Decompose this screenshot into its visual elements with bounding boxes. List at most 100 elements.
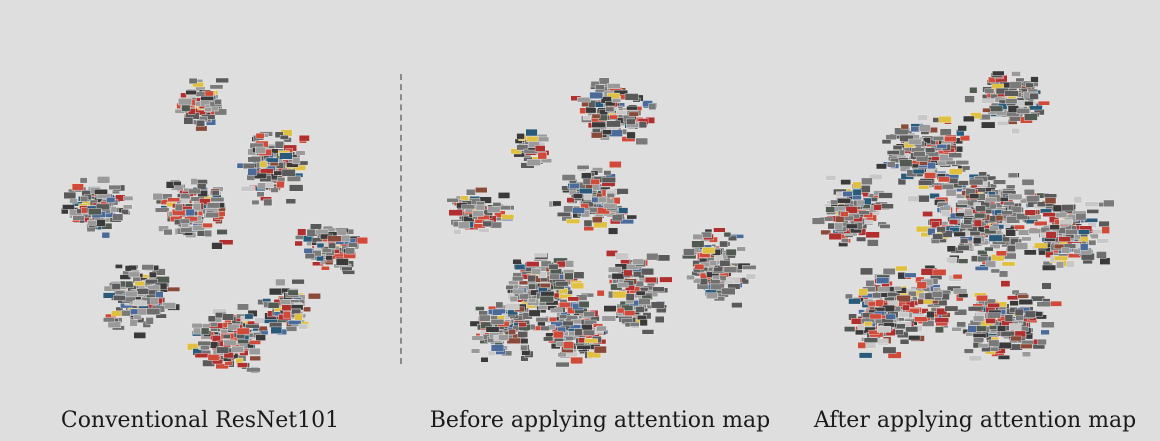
image-thumbnail — [887, 161, 896, 168]
image-thumbnail — [1041, 282, 1052, 290]
image-thumbnail — [590, 178, 600, 186]
image-thumbnail — [471, 348, 481, 354]
image-thumbnail — [71, 183, 84, 191]
image-thumbnail — [1061, 204, 1074, 212]
image-thumbnail — [216, 346, 230, 354]
image-thumbnail — [577, 96, 592, 103]
image-thumbnail — [964, 209, 973, 216]
image-thumbnail — [624, 93, 639, 101]
image-thumbnail — [163, 228, 173, 236]
image-thumbnail — [992, 70, 1005, 76]
image-thumbnail — [961, 165, 971, 171]
image-thumbnail — [263, 198, 273, 206]
image-thumbnail — [615, 252, 629, 260]
image-thumbnail — [922, 137, 931, 144]
image-thumbnail — [1036, 301, 1052, 308]
image-thumbnail — [608, 266, 623, 273]
image-thumbnail — [303, 247, 314, 254]
image-thumbnail — [570, 356, 583, 365]
image-thumbnail — [969, 193, 980, 199]
caption-after-attention: After applying attention map — [813, 408, 1137, 433]
image-thumbnail — [581, 210, 590, 218]
image-thumbnail — [514, 264, 526, 270]
image-thumbnail — [295, 150, 306, 156]
image-thumbnail — [512, 288, 525, 295]
image-thumbnail — [304, 253, 316, 259]
image-thumbnail — [745, 273, 756, 280]
image-thumbnail — [1008, 193, 1023, 201]
image-thumbnail — [196, 183, 207, 190]
image-thumbnail — [968, 355, 983, 362]
image-thumbnail — [294, 240, 303, 247]
image-thumbnail — [1075, 212, 1087, 221]
image-thumbnail — [207, 315, 217, 322]
image-thumbnail — [270, 186, 279, 193]
image-thumbnail — [260, 168, 274, 174]
image-thumbnail — [475, 306, 485, 311]
image-thumbnail — [922, 211, 933, 217]
image-thumbnail — [453, 229, 462, 235]
image-thumbnail — [249, 340, 261, 345]
image-thumbnail — [959, 135, 971, 142]
image-thumbnail — [188, 77, 198, 84]
image-thumbnail — [356, 236, 369, 245]
image-thumbnail — [1055, 212, 1068, 218]
image-thumbnail — [635, 306, 645, 313]
image-thumbnail — [957, 180, 969, 186]
image-thumbnail — [298, 134, 310, 142]
thumbnail-cluster — [964, 70, 1050, 134]
image-thumbnail — [520, 355, 529, 362]
image-thumbnail — [210, 341, 219, 349]
image-thumbnail — [200, 96, 214, 101]
image-thumbnail — [699, 278, 708, 286]
image-thumbnail — [458, 221, 470, 229]
image-thumbnail — [901, 304, 910, 311]
image-thumbnail — [582, 115, 592, 121]
image-thumbnail — [466, 188, 476, 196]
image-thumbnail — [948, 219, 959, 225]
image-thumbnail — [638, 298, 651, 305]
image-thumbnail — [188, 188, 201, 195]
image-thumbnail — [601, 176, 616, 183]
thumbnail-cluster — [236, 129, 310, 206]
thumbnail-cluster — [682, 227, 757, 309]
image-thumbnail — [180, 227, 193, 233]
image-thumbnail — [1025, 82, 1034, 88]
image-thumbnail — [79, 195, 89, 203]
image-thumbnail — [641, 329, 655, 335]
image-thumbnail — [863, 197, 872, 205]
panel-after-attention: After applying attention map — [790, 0, 1160, 441]
image-thumbnail — [877, 286, 890, 293]
image-thumbnail — [553, 330, 564, 339]
image-thumbnail — [540, 291, 555, 297]
image-thumbnail — [240, 185, 255, 192]
image-thumbnail — [1096, 238, 1109, 244]
image-thumbnail — [1056, 261, 1064, 269]
image-thumbnail — [1084, 218, 1098, 223]
image-thumbnail — [154, 207, 170, 213]
image-thumbnail — [231, 346, 244, 353]
image-thumbnail — [900, 123, 910, 130]
image-thumbnail — [581, 324, 593, 331]
image-thumbnail — [558, 301, 571, 308]
image-thumbnail — [858, 352, 873, 359]
image-thumbnail — [907, 195, 919, 202]
image-thumbnail — [638, 121, 647, 129]
image-thumbnail — [275, 278, 286, 287]
image-thumbnail — [1004, 98, 1018, 104]
image-thumbnail — [626, 131, 636, 139]
image-thumbnail — [974, 266, 989, 271]
image-thumbnail — [512, 259, 522, 265]
image-thumbnail — [248, 347, 261, 355]
image-thumbnail — [840, 179, 851, 185]
image-thumbnail — [1066, 253, 1082, 258]
image-thumbnail — [155, 313, 167, 319]
image-thumbnail — [102, 317, 115, 323]
thumbnail-cluster — [469, 295, 542, 363]
image-thumbnail — [1037, 100, 1050, 106]
image-thumbnail — [193, 327, 201, 335]
image-thumbnail — [185, 90, 197, 95]
image-thumbnail — [95, 203, 110, 211]
image-thumbnail — [538, 271, 547, 279]
image-thumbnail — [574, 328, 583, 336]
